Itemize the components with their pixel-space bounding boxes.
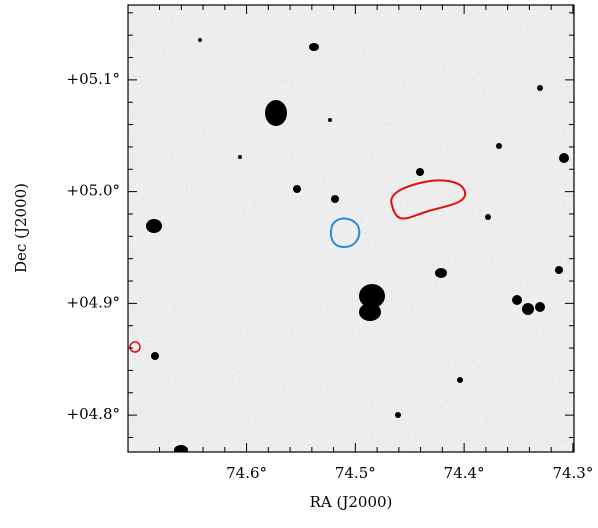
- y-tick-label: +05.1°: [67, 70, 120, 88]
- y-axis-label: Dec (J2000): [12, 183, 30, 273]
- contour: [329, 217, 361, 249]
- x-tick-label: 74.6°: [226, 464, 267, 482]
- plot-frame: [127, 4, 575, 453]
- y-tick-label: +04.8°: [67, 405, 120, 423]
- x-tick-label: 74.3°: [552, 464, 593, 482]
- x-tick-label: 74.5°: [335, 464, 376, 482]
- x-tick-label: 74.4°: [444, 464, 485, 482]
- contour: [129, 341, 141, 353]
- y-tick-label: +04.9°: [67, 293, 120, 311]
- y-tick-label: +05.0°: [67, 182, 120, 200]
- sky-image: [128, 5, 574, 452]
- contour: [390, 179, 467, 220]
- x-axis-label: RA (J2000): [310, 493, 393, 511]
